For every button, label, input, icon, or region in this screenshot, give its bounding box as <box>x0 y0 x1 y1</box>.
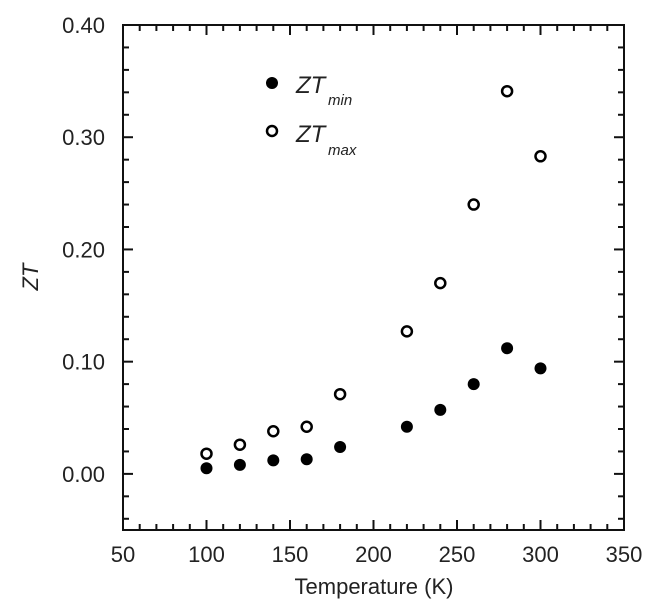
data-point-zt-min <box>300 453 313 466</box>
legend: ZT min ZT max <box>265 72 357 159</box>
legend-sub-zt-min: min <box>328 92 352 109</box>
legend-sub-zt-max: max <box>328 142 357 159</box>
data-point-zt-max <box>333 387 347 401</box>
data-point-zt-max <box>300 420 313 434</box>
legend-label-zt-min: ZT <box>295 72 328 99</box>
x-tick-label: 150 <box>272 542 309 567</box>
data-point-zt-max <box>500 84 514 98</box>
data-point-zt-min <box>334 440 347 453</box>
y-tick-label: 0.30 <box>62 125 105 150</box>
y-axis-title: ZT <box>18 262 43 291</box>
x-tick-label: 350 <box>606 542 643 567</box>
x-tick-label: 50 <box>111 542 135 567</box>
plot-frame <box>122 24 625 531</box>
data-point-zt-max <box>534 150 547 163</box>
data-point-zt-min <box>233 458 246 471</box>
x-tick-label: 300 <box>522 542 559 567</box>
axis-ticks <box>122 24 625 530</box>
data-point-zt-max <box>467 198 480 211</box>
data-point-zt-max <box>233 438 247 451</box>
y-tick-label: 0.00 <box>62 462 105 487</box>
y-tick-label: 0.10 <box>62 350 105 375</box>
x-tick-label: 200 <box>355 542 392 567</box>
x-tick-label: 250 <box>439 542 476 567</box>
x-tick-label: 100 <box>188 542 225 567</box>
data-point-zt-min <box>501 342 514 355</box>
data-point-zt-min <box>267 454 280 467</box>
y-tick-label: 0.20 <box>62 237 105 262</box>
data-point-zt-min <box>534 362 547 375</box>
data-point-zt-max <box>200 447 213 460</box>
y-tick-label: 0.40 <box>62 13 105 38</box>
legend-marker-zt-min <box>266 77 278 89</box>
data-point-zt-max <box>400 325 414 338</box>
legend-marker-zt-max <box>265 124 279 138</box>
x-tick-labels: 50 100 150 200 250 300 350 <box>111 542 643 567</box>
data-point-zt-max <box>434 276 447 290</box>
y-tick-labels: 0.00 0.10 0.20 0.30 0.40 <box>62 13 105 487</box>
data-points <box>200 84 547 475</box>
data-point-zt-min <box>434 403 447 416</box>
x-axis-title: Temperature (K) <box>295 574 454 599</box>
data-point-zt-max <box>267 424 280 438</box>
data-point-zt-min <box>200 462 213 475</box>
legend-label-zt-max: ZT <box>295 121 328 148</box>
data-point-zt-min <box>400 420 413 433</box>
data-point-zt-min <box>467 378 480 391</box>
